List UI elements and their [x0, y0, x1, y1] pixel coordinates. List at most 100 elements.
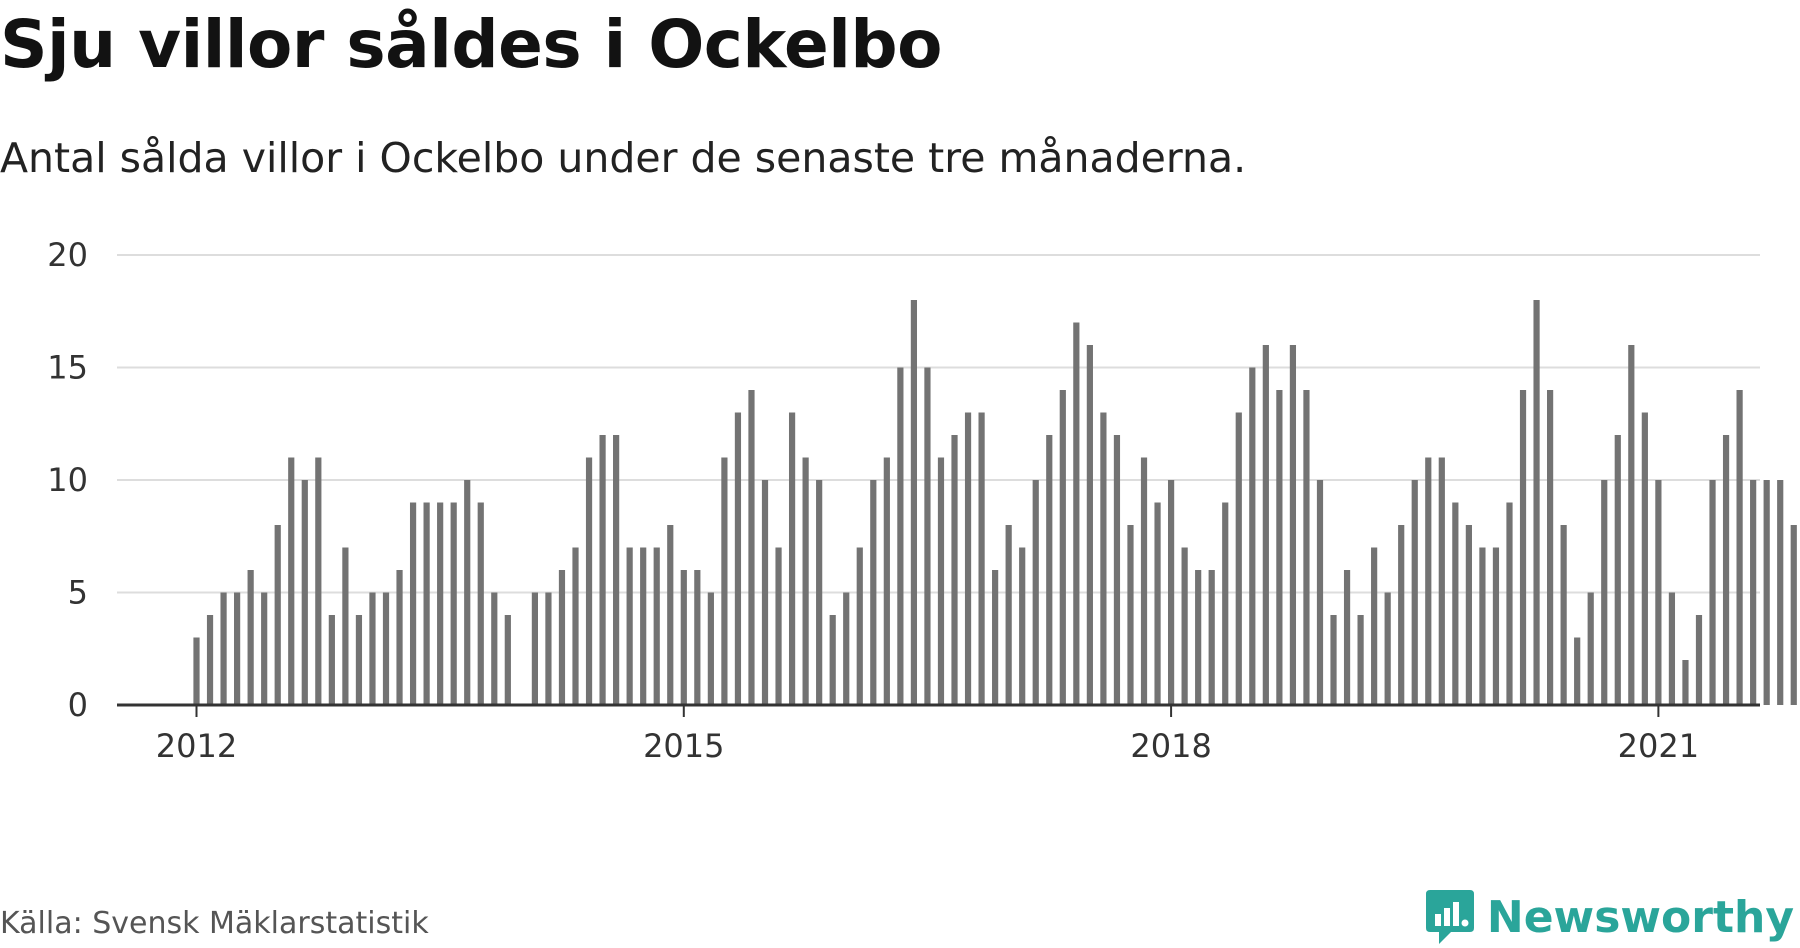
bar	[409, 502, 417, 705]
bar	[1574, 637, 1581, 705]
bar	[1452, 502, 1459, 705]
bar	[680, 570, 687, 705]
bar	[1425, 457, 1432, 705]
bar	[694, 570, 701, 705]
bar	[369, 592, 376, 705]
brand-logo[interactable]: Newsworthy	[1425, 888, 1794, 946]
bar	[1208, 570, 1215, 705]
bar	[1519, 390, 1527, 705]
bar	[1005, 525, 1012, 705]
chart-title: Sju villor såldes i Ockelbo	[0, 6, 943, 83]
bar	[653, 547, 660, 705]
bar	[1140, 457, 1148, 705]
bar	[1411, 480, 1418, 705]
newsworthy-logo-icon	[1425, 890, 1474, 944]
bar	[992, 570, 999, 705]
bar	[802, 457, 809, 705]
bar	[1790, 525, 1797, 705]
bar	[1695, 615, 1703, 705]
bar	[328, 615, 335, 705]
bar	[1262, 345, 1269, 705]
bar	[1641, 412, 1648, 705]
bar	[1533, 300, 1540, 705]
brand-name: Newsworthy	[1486, 891, 1794, 943]
y-tick-label: 15	[47, 349, 88, 387]
chart-subtitle: Antal sålda villor i Ockelbo under de se…	[0, 134, 1247, 182]
bar	[572, 547, 579, 705]
bar	[1127, 525, 1134, 705]
bar	[1668, 592, 1676, 705]
bar	[667, 525, 674, 705]
bar	[1628, 345, 1635, 705]
bar	[856, 547, 863, 705]
bar	[1276, 390, 1283, 705]
bar	[897, 367, 904, 705]
bar	[748, 390, 755, 705]
bar	[1073, 322, 1080, 705]
bar	[1777, 480, 1784, 705]
bar	[288, 457, 295, 705]
bar	[1357, 615, 1364, 705]
y-tick-label: 5	[68, 574, 88, 612]
bar	[1235, 412, 1242, 705]
bar	[193, 637, 200, 705]
bar	[1506, 502, 1513, 705]
bar	[1479, 547, 1486, 705]
bar	[1492, 547, 1500, 705]
x-tick-label: 2015	[643, 727, 724, 765]
bar	[261, 592, 268, 705]
bar	[1709, 480, 1716, 705]
bar	[1371, 547, 1378, 705]
bar	[1465, 525, 1472, 705]
bar	[234, 592, 241, 705]
bar	[558, 570, 566, 705]
bar	[1384, 592, 1391, 705]
bar	[355, 615, 363, 705]
bar	[342, 547, 349, 705]
bar	[1086, 345, 1093, 705]
bar	[1560, 525, 1567, 705]
bar	[1763, 480, 1770, 705]
bar	[829, 615, 836, 705]
bar	[1316, 480, 1324, 705]
bar	[640, 547, 647, 705]
bar	[1614, 435, 1621, 705]
bar	[1249, 367, 1256, 705]
x-tick-label: 2021	[1618, 727, 1699, 765]
bar	[1547, 390, 1554, 705]
bar	[978, 412, 985, 705]
bar	[1222, 502, 1229, 705]
bar	[477, 502, 484, 705]
bar	[613, 435, 620, 705]
bar	[1736, 390, 1743, 705]
bar	[1343, 570, 1351, 705]
bar	[1059, 390, 1066, 705]
bar	[274, 525, 281, 705]
bar	[437, 502, 444, 705]
x-tick-label: 2018	[1130, 727, 1211, 765]
bar	[1655, 480, 1662, 705]
bar	[1587, 592, 1594, 705]
bar	[247, 570, 254, 705]
bar	[626, 547, 633, 705]
bar	[1303, 390, 1310, 705]
bar-chart: 05101520201220152018202120237	[47, 236, 1797, 765]
bar	[951, 435, 958, 705]
bar	[1100, 412, 1107, 705]
bar	[1289, 345, 1297, 705]
bar	[1019, 547, 1026, 705]
bar	[1722, 435, 1730, 705]
bar	[1438, 457, 1445, 705]
bar	[206, 615, 214, 705]
bar	[1601, 480, 1608, 705]
bar	[707, 592, 714, 705]
bar	[1154, 502, 1161, 705]
bar	[1682, 660, 1689, 705]
bar	[423, 502, 430, 705]
bar	[843, 592, 850, 705]
bar	[721, 457, 728, 705]
bar	[1398, 525, 1405, 705]
bar	[1046, 435, 1053, 705]
bar	[545, 592, 552, 705]
bar	[937, 457, 945, 705]
